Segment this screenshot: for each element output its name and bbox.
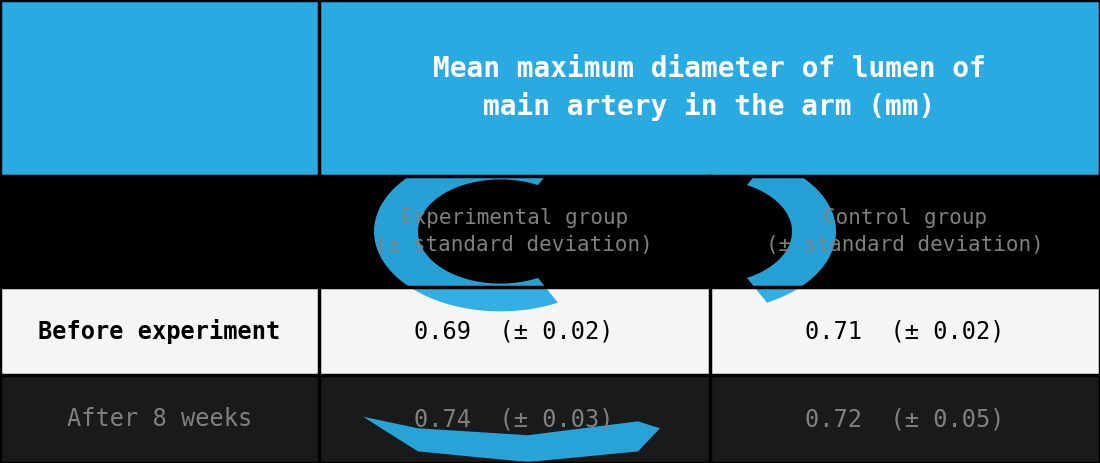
FancyBboxPatch shape	[710, 176, 1100, 287]
Text: Before experiment: Before experiment	[39, 319, 280, 344]
Text: 0.72  (± 0.05): 0.72 (± 0.05)	[805, 407, 1004, 431]
Text: 0.71  (± 0.02): 0.71 (± 0.02)	[805, 319, 1004, 343]
FancyBboxPatch shape	[319, 0, 1100, 176]
FancyBboxPatch shape	[0, 375, 319, 463]
Text: Mean maximum diameter of lumen of
main artery in the arm (mm): Mean maximum diameter of lumen of main a…	[433, 55, 986, 121]
FancyBboxPatch shape	[319, 176, 710, 287]
Text: 0.69  (± 0.02): 0.69 (± 0.02)	[415, 319, 614, 343]
FancyBboxPatch shape	[710, 287, 1100, 375]
FancyBboxPatch shape	[710, 375, 1100, 463]
FancyBboxPatch shape	[319, 375, 710, 463]
Text: After 8 weeks: After 8 weeks	[67, 407, 252, 431]
Text: Experimental group
(± standard deviation): Experimental group (± standard deviation…	[375, 208, 653, 255]
PathPatch shape	[747, 160, 836, 303]
Polygon shape	[363, 417, 660, 462]
FancyBboxPatch shape	[319, 287, 710, 375]
Text: 0.74  (± 0.03): 0.74 (± 0.03)	[415, 407, 614, 431]
PathPatch shape	[374, 152, 558, 311]
Text: Control group
(± standard deviation): Control group (± standard deviation)	[766, 208, 1044, 255]
FancyBboxPatch shape	[0, 287, 319, 375]
FancyBboxPatch shape	[0, 176, 319, 287]
FancyBboxPatch shape	[0, 0, 319, 176]
